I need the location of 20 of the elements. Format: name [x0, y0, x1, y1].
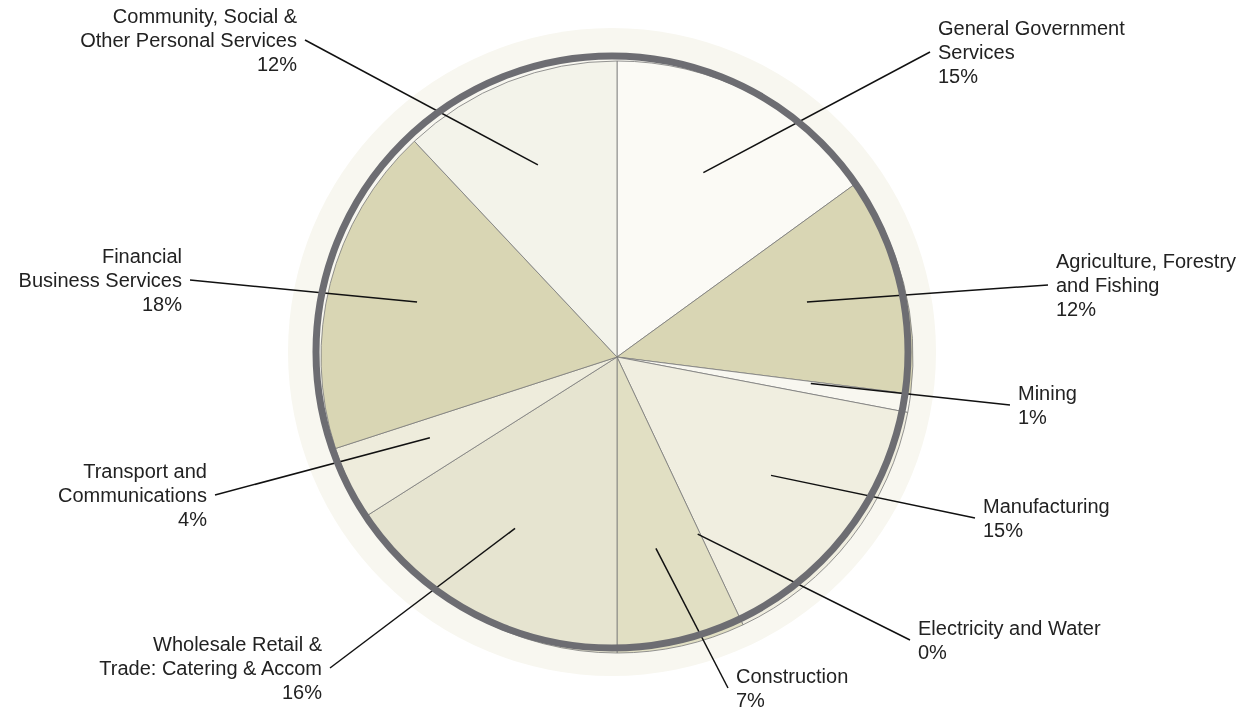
data-label: 12%: [1056, 298, 1097, 320]
slice-label: Agriculture, Forestry and Fishing: [1056, 250, 1237, 296]
slice-label: Wholesale Retail & Trade: Catering & Accom: [99, 633, 323, 679]
slice-label: Financial Business Services: [18, 245, 182, 291]
data-label: 7%: [736, 689, 766, 711]
data-label: 12%: [256, 53, 298, 75]
data-label: 15%: [983, 519, 1024, 541]
slice-label: Construction: [736, 665, 849, 687]
data-label: 15%: [938, 65, 979, 87]
slice-label: Mining: [1018, 382, 1077, 404]
data-label: 18%: [141, 293, 183, 315]
slice-label: Transport and Communications: [58, 460, 207, 506]
slice-label: Manufacturing: [983, 495, 1110, 517]
category-label: Electricity and Water: [918, 617, 1101, 639]
data-label: 1%: [1018, 406, 1048, 428]
text: 0%: [918, 641, 947, 663]
data-label: 4%: [178, 508, 208, 530]
data-label: 16%: [281, 681, 323, 703]
slice-label: Community, Social & Other Personal Services: [80, 5, 298, 51]
slice-label: General Government Services: [938, 17, 1126, 63]
